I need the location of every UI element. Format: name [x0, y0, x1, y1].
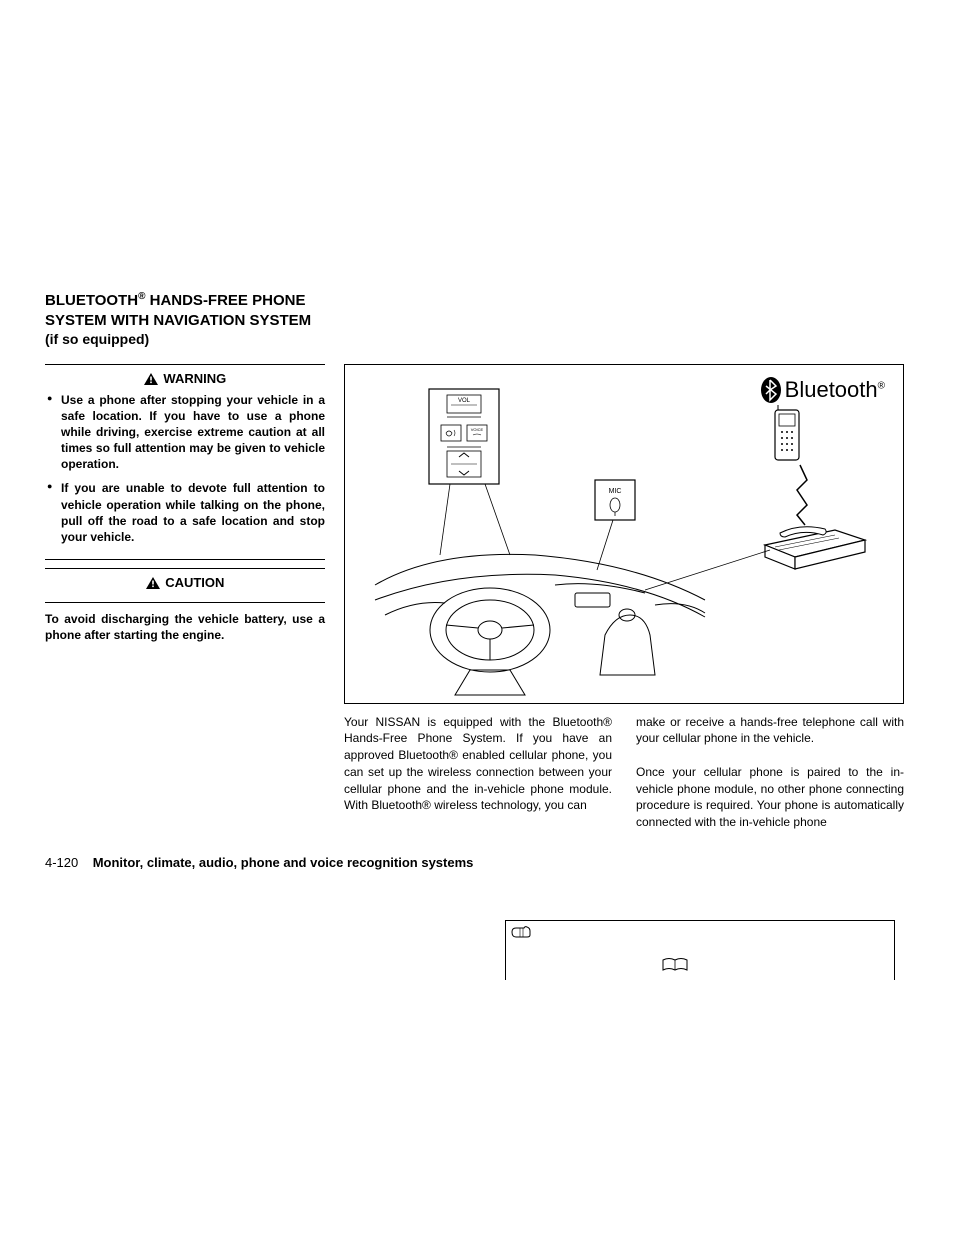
warning-label: WARNING: [163, 371, 226, 386]
section-heading: BLUETOOTH® HANDS-FREE PHONE SYSTEM WITH …: [45, 290, 325, 350]
voice-label: VOICE: [471, 427, 484, 432]
bottom-callout-box: [505, 920, 895, 980]
caution-text: To avoid discharging the vehicle battery…: [45, 611, 325, 643]
diagram-svg: VOL VOICE: [345, 365, 905, 705]
warning-block: WARNING Use a phone after stopping your …: [45, 364, 325, 561]
caution-block: CAUTION: [45, 568, 325, 603]
right-area: Bluetooth®: [344, 364, 904, 832]
warning-item: If you are unable to devote full attenti…: [45, 480, 325, 545]
body-text-col1: Your NISSAN is equipped with the Bluetoo…: [344, 714, 612, 832]
page-footer: 4-120 Monitor, climate, audio, phone and…: [45, 831, 904, 870]
caution-header: CAUTION: [45, 575, 325, 590]
caution-label: CAUTION: [165, 575, 224, 590]
body-text-col2: make or receive a hands-free telephone c…: [636, 714, 904, 832]
left-column: WARNING Use a phone after stopping your …: [45, 364, 325, 644]
bluetooth-diagram: Bluetooth®: [344, 364, 904, 704]
footer-section-title: Monitor, climate, audio, phone and voice…: [93, 855, 474, 870]
page-number: 4-120: [45, 855, 78, 870]
warning-header: WARNING: [45, 371, 325, 386]
body-text-col2a: make or receive a hands-free telephone c…: [636, 715, 904, 746]
warning-triangle-icon: [144, 373, 158, 385]
pointer-hand-icon: [510, 925, 532, 939]
warning-item: Use a phone after stopping your vehicle …: [45, 392, 325, 473]
heading-part1: BLUETOOTH: [45, 292, 138, 309]
open-book-icon: [661, 957, 689, 973]
warning-list: Use a phone after stopping your vehicle …: [45, 392, 325, 546]
vol-label: VOL: [458, 398, 471, 404]
caution-triangle-icon: [146, 577, 160, 589]
body-text-columns: Your NISSAN is equipped with the Bluetoo…: [344, 714, 904, 832]
mic-label: MIC: [609, 488, 622, 495]
heading-subtitle: (if so equipped): [45, 331, 149, 347]
body-text-col2b: Once your cellular phone is paired to th…: [636, 765, 904, 829]
